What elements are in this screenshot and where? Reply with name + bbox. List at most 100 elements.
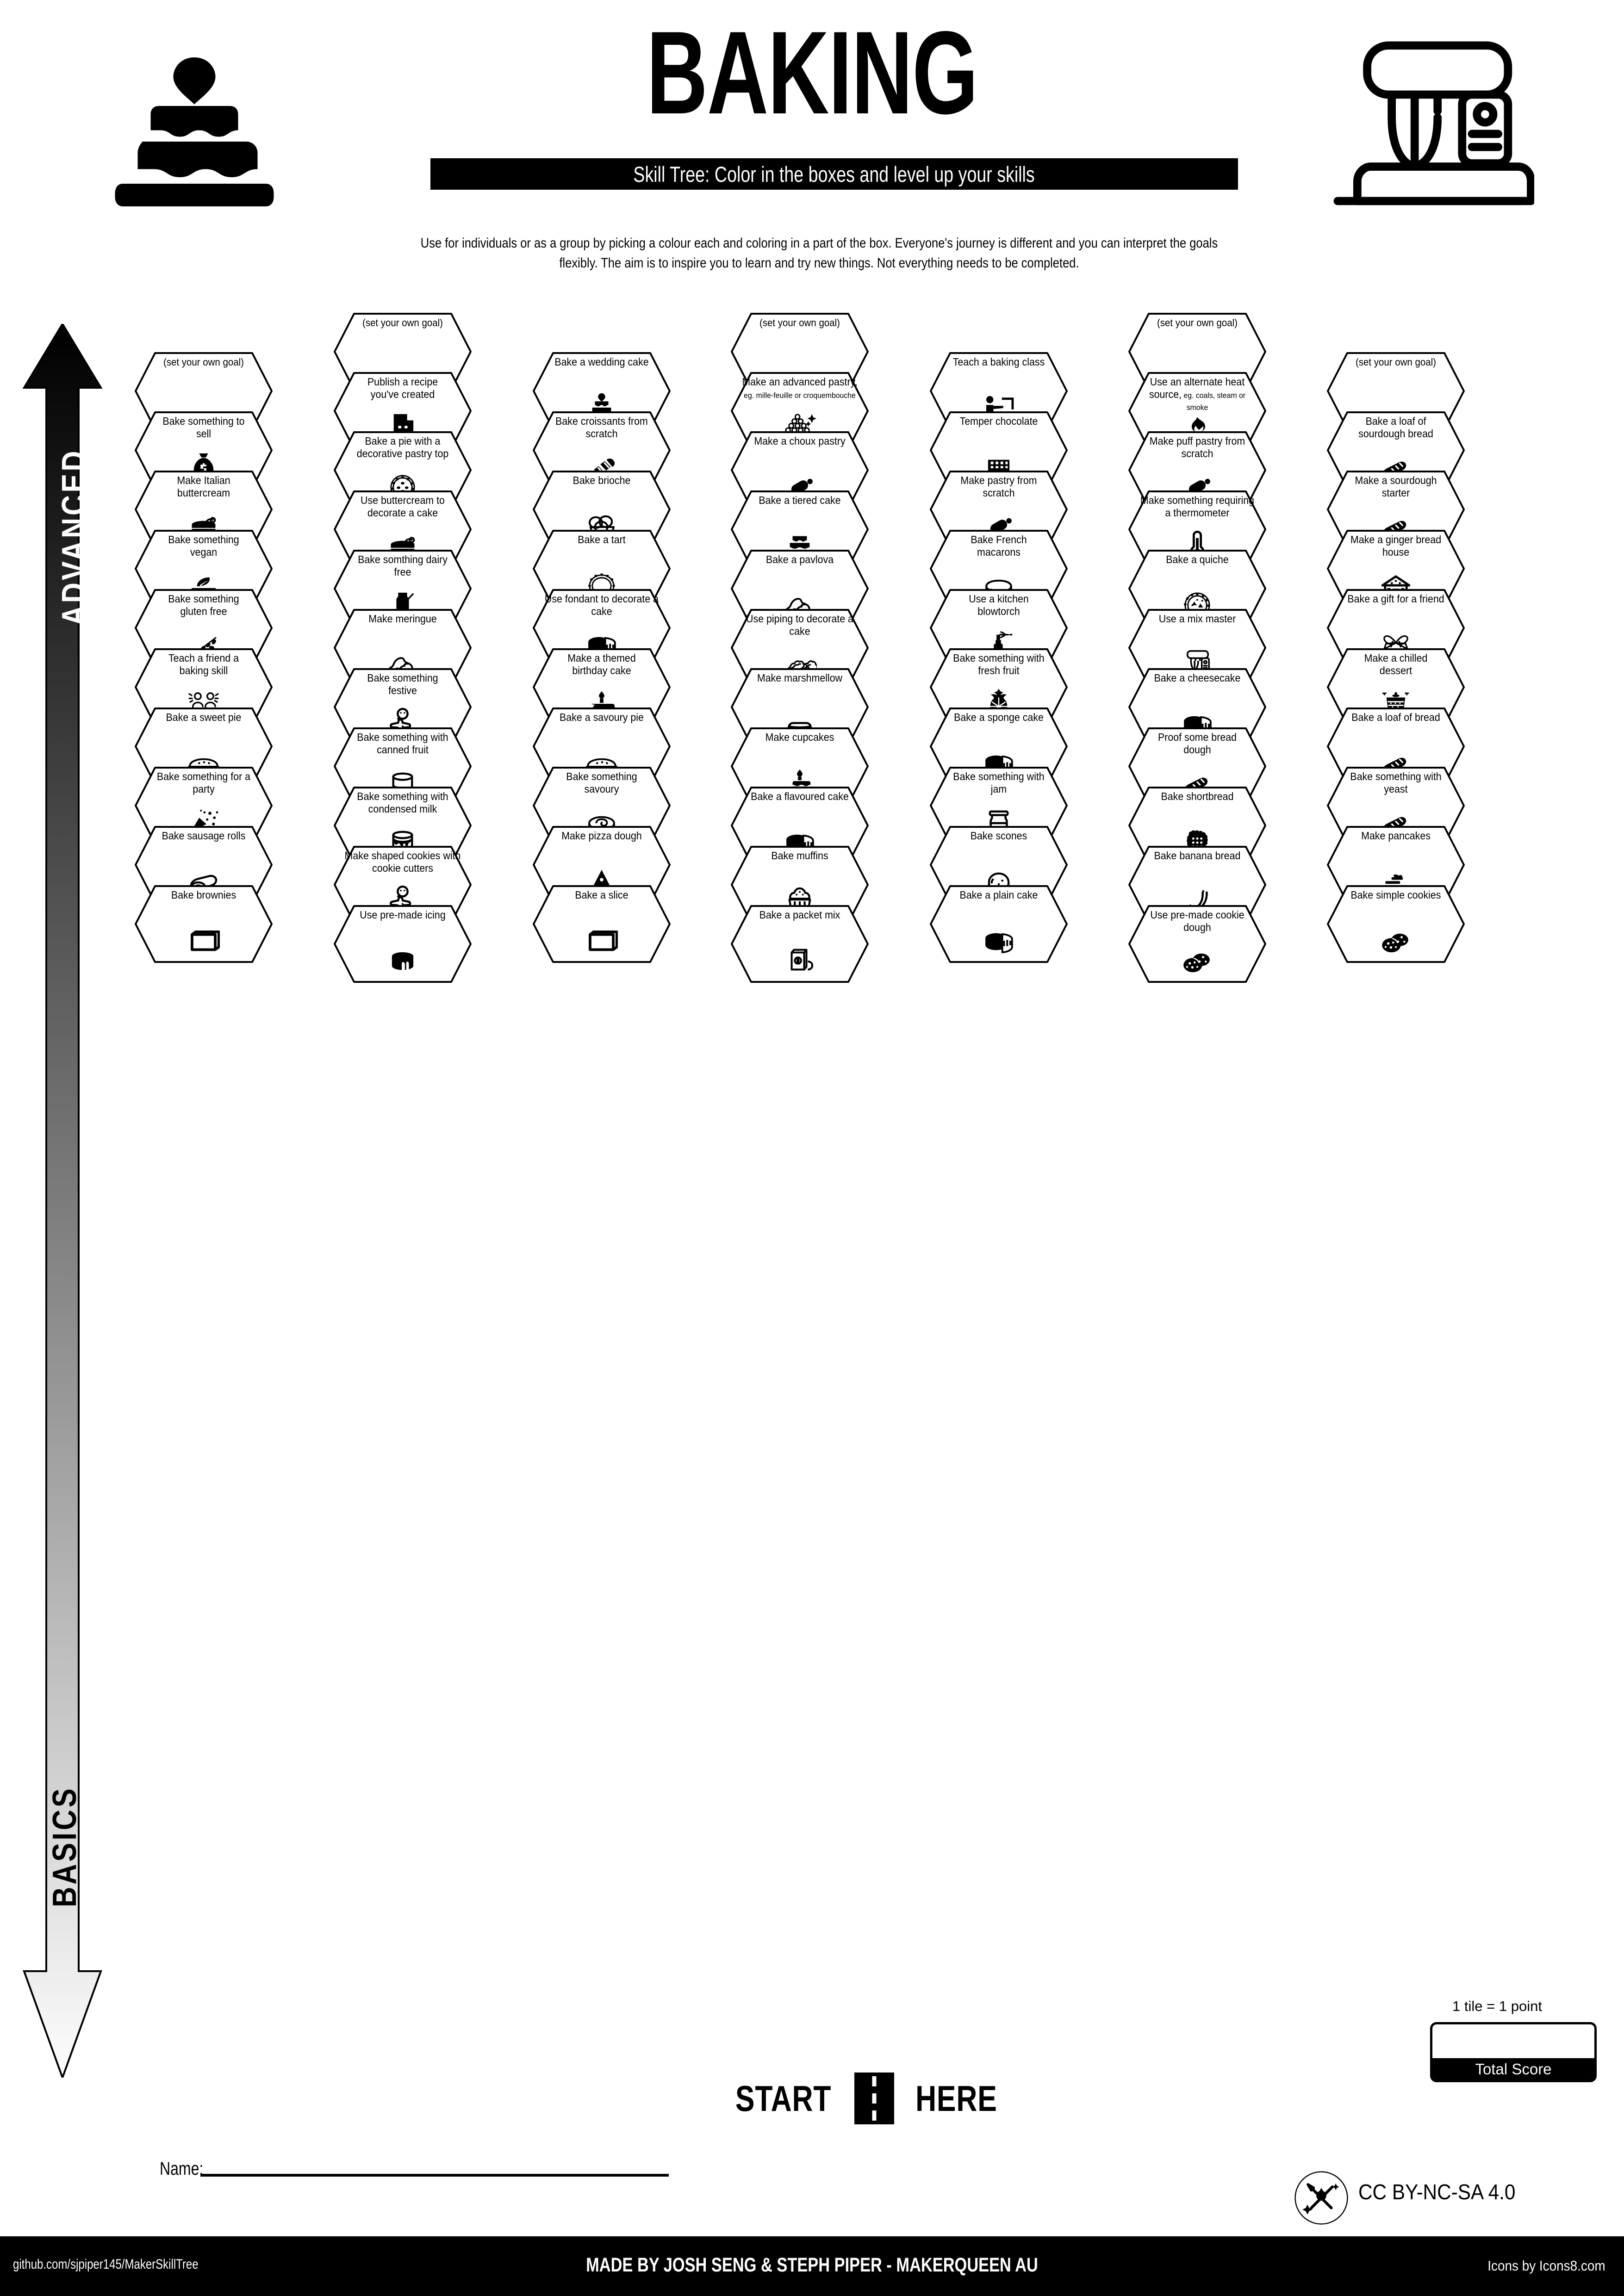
skill-tile[interactable]: Make puff pastry from scratch — [1128, 431, 1267, 509]
skill-tile-label: (set your own goal) — [1356, 356, 1436, 368]
tiered-cake-icon — [97, 51, 292, 208]
skill-tile-label: Bake croissants from scratch — [555, 415, 648, 440]
skill-tile[interactable]: Bake simple cookies — [1326, 885, 1465, 963]
footer-repo-link[interactable]: github.com/sjpiper145/MakerSkillTree — [13, 2257, 199, 2272]
hex-outline — [1128, 905, 1267, 983]
skill-tile-label: Bake a wedding cake — [554, 356, 649, 368]
intro-blurb: Use for individuals or as a group by pic… — [420, 236, 1218, 271]
difficulty-axis: ADVANCED BASICS — [19, 324, 106, 2078]
skill-tile-label: Make a sourdough starter — [1355, 474, 1437, 499]
skill-tile-label: Bake shortbread — [1161, 790, 1234, 802]
skill-tile-label: Bake something festive — [367, 672, 438, 696]
skill-tile-label: Bake something with jam — [953, 770, 1045, 795]
skill-tile[interactable]: Bake a cheesecake — [1128, 668, 1267, 746]
skill-tile-label: Make pizza dough — [561, 830, 642, 842]
license-text: CC BY-NC-SA 4.0 — [1358, 2180, 1516, 2204]
skill-tile-label: Bake a savoury pie — [560, 711, 644, 723]
skill-tile[interactable]: Use pre-made cookie dough — [1128, 905, 1267, 983]
skill-tile[interactable]: Bake a slice — [532, 885, 671, 963]
skill-tile[interactable]: Bake something festive — [333, 668, 472, 746]
skill-tile-label: Bake a pie with a decorative pastry top — [356, 435, 449, 459]
brownie-tray-icon — [134, 920, 273, 954]
page-footer: github.com/sjpiper145/MakerSkillTree MAD… — [0, 2236, 1624, 2296]
skill-tile[interactable]: Temper chocolate — [929, 411, 1068, 490]
skill-tile-label: Bake a cheesecake — [1154, 672, 1241, 684]
skill-tile-label: Make pancakes — [1361, 830, 1431, 842]
skill-tile[interactable]: Bake brownies — [134, 885, 273, 963]
skill-tile-label: Bake banana bread — [1154, 850, 1241, 862]
skill-tile-sublabel: eg. mille-feuille or croquembouche — [744, 391, 856, 400]
skill-tile-label: Bake something with fresh fruit — [953, 652, 1045, 676]
subtitle-text: Skill Tree: Color in the boxes and level… — [633, 161, 1035, 186]
skill-tile-label: Proof some bread dough — [1157, 731, 1237, 756]
skill-tile[interactable]: Bake something to sell — [134, 411, 273, 490]
score-caption: 1 tile = 1 point — [1452, 1998, 1542, 2014]
skill-tile[interactable]: Make something requiring a thermometer — [1128, 490, 1267, 569]
skill-tile-label: Bake something savoury — [566, 770, 637, 795]
skill-tile-label: (set your own goal) — [362, 317, 443, 329]
skill-tile[interactable]: (set your own goal) — [730, 312, 869, 391]
hex-outline — [134, 885, 273, 963]
skill-tile[interactable]: Bake a pie with a decorative pastry top — [333, 431, 472, 509]
skill-tile[interactable]: Make an advanced pastry, eg. mille-feuil… — [730, 372, 869, 450]
skill-tile-label: Bake something with yeast — [1350, 770, 1442, 795]
skill-tile[interactable]: Make pastry from scratch — [929, 470, 1068, 549]
start-here-marker: START HERE — [680, 2073, 1051, 2124]
skill-tile[interactable]: Make a ginger bread house — [1326, 529, 1465, 608]
skill-tile-label: Use a mix master — [1158, 613, 1236, 625]
skill-tile[interactable]: Bake something with jam — [929, 766, 1068, 845]
skill-tile-label: Make an advanced pastry, eg. mille-feuil… — [741, 376, 858, 400]
skill-tile[interactable]: Use an alternate heat source, eg. coals,… — [1128, 372, 1267, 450]
skill-tile-label: (set your own goal) — [1157, 317, 1238, 329]
skill-tile-label: Bake a pavlova — [765, 553, 834, 565]
skill-tile[interactable]: Bake a sponge cake — [929, 707, 1068, 786]
skill-tile[interactable]: Bake a tiered cake — [730, 490, 869, 569]
skill-tile-label: Bake a plain cake — [959, 889, 1038, 901]
skill-tile-label: Publish a recipe you've created — [367, 376, 438, 400]
skill-tile-label: Bake something with condensed milk — [357, 790, 448, 815]
skill-tile[interactable]: Use buttercream to decorate a cake — [333, 490, 472, 569]
skill-tile[interactable]: Bake something with yeast — [1326, 766, 1465, 845]
skill-tile[interactable]: Make Italian buttercream — [134, 470, 273, 549]
skill-tile-label: Make a ginger bread house — [1350, 534, 1442, 558]
brownie-tray-icon — [532, 920, 671, 954]
skill-tile[interactable]: Make meringue — [333, 608, 472, 687]
name-input-line[interactable] — [200, 2174, 669, 2177]
skill-tile-label: Bake something with canned fruit — [357, 731, 448, 756]
skill-tile-label: Bake a quiche — [1166, 553, 1229, 565]
skill-tile-label: Temper chocolate — [959, 415, 1038, 427]
skill-tile[interactable]: Bake shortbread — [1128, 786, 1267, 865]
skill-tile[interactable]: Bake a quiche — [1128, 549, 1267, 628]
skill-tile-label: Make meringue — [368, 613, 437, 625]
footer-credit: MADE BY JOSH SENG & STEPH PIPER - MAKERQ… — [586, 2254, 1038, 2276]
name-field[interactable]: Name: — [160, 2152, 669, 2179]
here-label: HERE — [915, 2078, 997, 2119]
footer-icon-credit: Icons by Icons8.com — [1487, 2258, 1605, 2274]
skill-tile[interactable]: Bake a plain cake — [929, 885, 1068, 963]
skill-tile[interactable]: Use fondant to decorate a cake — [532, 589, 671, 667]
skill-tile[interactable]: Use a kitchen blowtorch — [929, 589, 1068, 667]
skill-tile[interactable]: Bake a packet mix — [730, 905, 869, 983]
gift-bow-icon — [1326, 624, 1465, 658]
skill-tile[interactable]: Make marshmellow — [730, 668, 869, 746]
skill-tile[interactable]: Bake something with canned fruit — [333, 727, 472, 806]
page-header: BAKING Skill Tree: Color in the boxes an… — [0, 0, 1624, 301]
skill-tile-label: (set your own goal) — [163, 356, 244, 368]
skill-tile[interactable]: Use pre-made icing — [333, 905, 472, 983]
skill-tile-label: Bake something vegan — [168, 534, 239, 558]
skill-tile-label: Bake a gift for a friend — [1347, 593, 1444, 605]
skill-tile-label: Bake sausage rolls — [162, 830, 246, 842]
skill-tile-label: Teach a friend a baking skill — [168, 652, 239, 676]
skill-tile-label: Make pastry from scratch — [960, 474, 1037, 499]
hex-outline — [532, 885, 671, 963]
skill-tile-label: Use pre-made cookie dough — [1150, 909, 1244, 933]
skill-tile-label: Bake something to sell — [162, 415, 245, 440]
skill-tile[interactable]: Bake a savoury pie — [532, 707, 671, 786]
total-score-box[interactable]: Total Score — [1430, 2022, 1597, 2082]
skill-tile-label: Use piping to decorate a cake — [746, 613, 853, 637]
total-score-label: Total Score — [1432, 2058, 1594, 2080]
hex-outline — [730, 905, 869, 983]
skill-tile-label: Make cupcakes — [765, 731, 834, 743]
skill-tile[interactable]: Make shaped cookies with cookie cutters — [333, 845, 472, 924]
skill-tile[interactable]: (set your own goal) — [1128, 312, 1267, 391]
